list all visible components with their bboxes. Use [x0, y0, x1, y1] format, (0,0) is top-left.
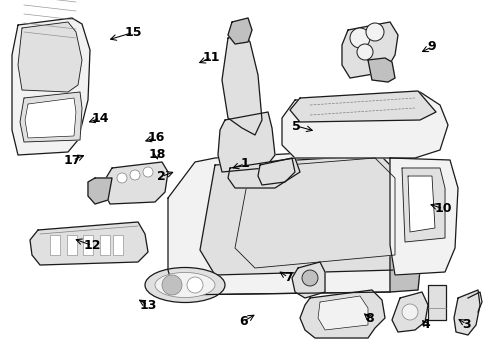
Polygon shape: [342, 22, 398, 78]
Bar: [113, 235, 123, 255]
Circle shape: [302, 270, 318, 286]
Text: 10: 10: [435, 202, 452, 215]
Text: 8: 8: [366, 312, 374, 325]
Polygon shape: [408, 176, 435, 232]
Text: 5: 5: [292, 120, 301, 132]
Polygon shape: [12, 18, 90, 155]
Text: 11: 11: [203, 51, 220, 64]
Circle shape: [402, 304, 418, 320]
Text: 6: 6: [240, 315, 248, 328]
Polygon shape: [168, 148, 420, 295]
Ellipse shape: [145, 267, 225, 302]
Polygon shape: [282, 92, 448, 158]
Polygon shape: [235, 158, 395, 268]
Text: 3: 3: [462, 318, 471, 330]
Circle shape: [350, 28, 370, 48]
Polygon shape: [25, 98, 76, 138]
Polygon shape: [300, 290, 385, 338]
Polygon shape: [200, 155, 405, 275]
Polygon shape: [292, 262, 325, 298]
Bar: [428, 285, 446, 320]
Text: 7: 7: [284, 271, 293, 284]
Text: 12: 12: [83, 239, 101, 252]
Bar: [100, 235, 110, 255]
Polygon shape: [105, 162, 168, 204]
Circle shape: [117, 173, 127, 183]
Bar: [50, 235, 60, 255]
Text: 2: 2: [157, 170, 166, 183]
Polygon shape: [228, 158, 300, 188]
Polygon shape: [258, 158, 295, 185]
Polygon shape: [218, 112, 275, 172]
Polygon shape: [318, 296, 368, 330]
Polygon shape: [402, 168, 445, 242]
Polygon shape: [18, 22, 82, 92]
Polygon shape: [392, 292, 428, 332]
Polygon shape: [390, 148, 420, 292]
Polygon shape: [454, 290, 480, 335]
Bar: [83, 235, 93, 255]
Polygon shape: [30, 222, 148, 265]
Polygon shape: [228, 18, 252, 44]
Polygon shape: [390, 158, 458, 275]
Polygon shape: [222, 35, 262, 135]
Text: 15: 15: [124, 26, 142, 39]
Circle shape: [187, 277, 203, 293]
Text: 4: 4: [421, 318, 430, 330]
Text: 14: 14: [92, 112, 109, 125]
Text: 1: 1: [241, 157, 249, 170]
Circle shape: [143, 167, 153, 177]
Circle shape: [366, 23, 384, 41]
Text: 17: 17: [64, 154, 81, 167]
Polygon shape: [368, 58, 395, 82]
Text: 9: 9: [428, 40, 437, 53]
Text: 16: 16: [147, 131, 165, 144]
Circle shape: [130, 170, 140, 180]
Text: 18: 18: [148, 148, 166, 161]
Polygon shape: [290, 91, 436, 122]
Polygon shape: [20, 92, 82, 142]
Circle shape: [357, 44, 373, 60]
Text: 13: 13: [139, 299, 157, 312]
Polygon shape: [88, 178, 112, 204]
Ellipse shape: [155, 273, 215, 297]
Circle shape: [162, 275, 182, 295]
Bar: [67, 235, 77, 255]
